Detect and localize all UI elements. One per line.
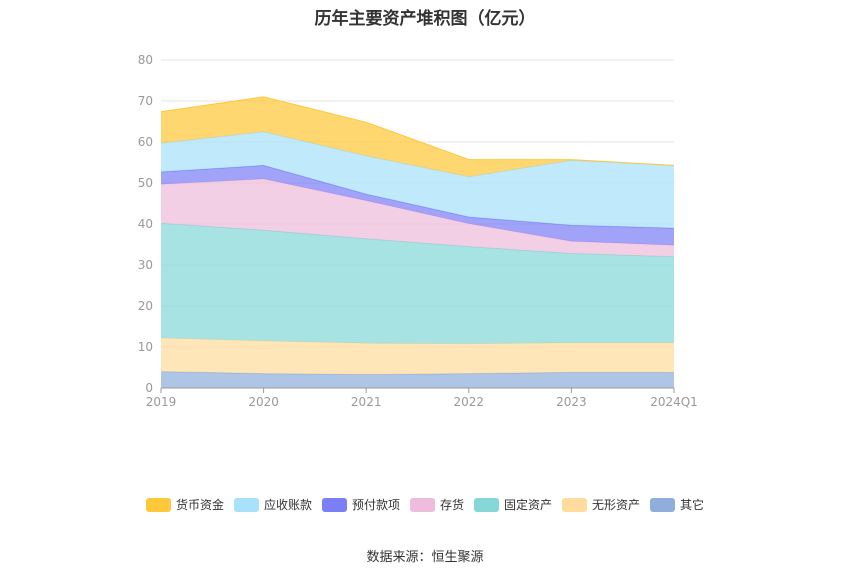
legend-label: 货币资金 <box>175 498 224 512</box>
area-series-4 <box>161 178 674 257</box>
legend-item[interactable]: 应收账款 <box>233 496 312 513</box>
legend-label: 预付款项 <box>351 498 400 512</box>
y-tick-label: 20 <box>138 299 153 313</box>
chart-title: 历年主要资产堆积图（亿元） <box>314 9 536 29</box>
y-tick-label: 30 <box>138 258 153 272</box>
area-series-1 <box>161 371 674 388</box>
legend-item[interactable]: 其它 <box>650 496 704 513</box>
legend-swatch <box>562 497 588 512</box>
legend-label: 存货 <box>439 498 464 512</box>
y-tick-label: 10 <box>138 340 153 354</box>
y-tick-label: 60 <box>138 135 153 149</box>
legend-label: 固定资产 <box>504 498 553 512</box>
area-series-3 <box>161 223 674 344</box>
y-tick-label: 70 <box>138 94 153 108</box>
chart-legend: 货币资金 应收账款 预付款项 存货 固定资产 无形资产 其它 <box>0 496 850 515</box>
legend-item[interactable]: 货币资金 <box>145 496 224 513</box>
legend-label: 其它 <box>680 498 705 512</box>
y-tick-label: 80 <box>138 53 153 67</box>
legend-item[interactable]: 固定资产 <box>474 496 552 513</box>
legend-swatch <box>145 497 171 512</box>
legend-swatch <box>474 497 499 512</box>
x-tick-label: 2023 <box>556 395 587 409</box>
area-series-6 <box>161 131 674 229</box>
x-tick-label: 2020 <box>248 395 279 409</box>
legend-label: 应收账款 <box>263 498 312 512</box>
y-tick-label: 0 <box>145 381 153 395</box>
data-source-note: 数据来源：恒生聚源 <box>366 550 484 565</box>
x-tick-label: 2022 <box>454 395 485 409</box>
legend-label: 无形资产 <box>592 498 641 512</box>
area-series-5 <box>161 165 674 246</box>
legend-swatch <box>233 497 259 512</box>
x-tick-label: 2021 <box>351 395 382 409</box>
x-tick-label: 2024Q1 <box>650 395 698 409</box>
area-series-7-line <box>160 96 675 166</box>
legend-swatch <box>650 497 676 512</box>
y-tick-label: 40 <box>138 217 153 231</box>
y-tick-label: 50 <box>138 176 153 190</box>
x-tick-label: 2019 <box>146 395 177 409</box>
legend-swatch <box>321 497 347 512</box>
legend-item[interactable]: 存货 <box>409 496 464 513</box>
legend-item[interactable]: 无形资产 <box>562 496 640 513</box>
legend-swatch <box>409 497 435 512</box>
area-series-2 <box>161 338 674 375</box>
legend-item[interactable]: 预付款项 <box>321 496 400 513</box>
area-series-7 <box>161 96 674 177</box>
